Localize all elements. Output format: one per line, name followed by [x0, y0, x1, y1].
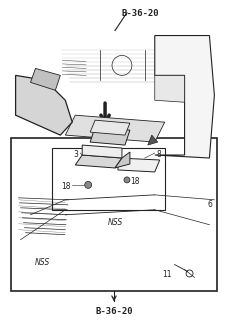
- Polygon shape: [16, 76, 72, 135]
- Circle shape: [124, 177, 130, 183]
- Text: B-36-20: B-36-20: [121, 9, 159, 18]
- Polygon shape: [75, 155, 122, 168]
- Text: 18: 18: [130, 177, 139, 186]
- Polygon shape: [155, 76, 185, 102]
- Text: B-36-20: B-36-20: [95, 307, 133, 316]
- Bar: [52, 148, 165, 210]
- Text: NSS: NSS: [35, 258, 50, 267]
- Polygon shape: [65, 115, 165, 142]
- Polygon shape: [30, 68, 60, 90]
- Polygon shape: [148, 135, 158, 145]
- Polygon shape: [115, 152, 130, 168]
- Polygon shape: [155, 36, 214, 158]
- Circle shape: [85, 181, 92, 188]
- Bar: [11, 138, 217, 292]
- Polygon shape: [82, 145, 122, 158]
- Polygon shape: [118, 158, 160, 172]
- Text: 11: 11: [162, 269, 172, 278]
- Text: 18: 18: [61, 182, 70, 191]
- Polygon shape: [90, 120, 130, 135]
- Text: 8: 8: [157, 150, 161, 159]
- Polygon shape: [90, 127, 130, 145]
- Text: 3: 3: [74, 150, 79, 159]
- Text: 6: 6: [207, 200, 212, 209]
- Text: NSS: NSS: [107, 218, 123, 227]
